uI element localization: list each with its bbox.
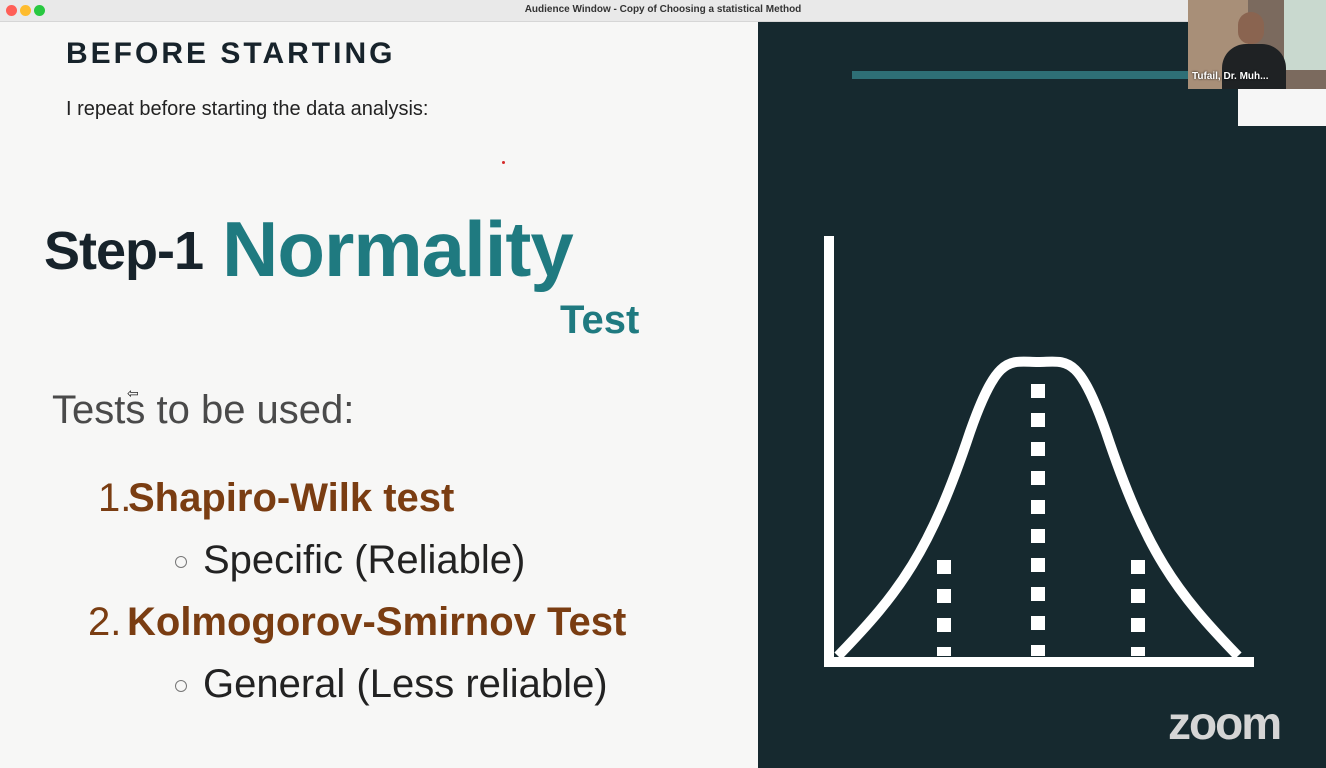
bullet-icon <box>175 680 187 692</box>
window-titlebar: Audience Window - Copy of Choosing a sta… <box>0 0 1326 22</box>
test-note: General (Less reliable) <box>203 662 608 706</box>
participant-avatar <box>1238 12 1264 44</box>
laser-pointer-dot <box>502 161 505 164</box>
maximize-window-button[interactable] <box>34 5 45 16</box>
close-window-button[interactable] <box>6 5 17 16</box>
video-tile-placeholder <box>1238 89 1326 126</box>
slide-heading: BEFORE STARTING <box>66 37 396 70</box>
zoom-logo: zoom <box>1168 697 1282 749</box>
participant-body <box>1222 44 1286 89</box>
cursor-icon: ⇦ <box>127 385 139 401</box>
test-note: Specific (Reliable) <box>203 538 526 582</box>
tests-label: Tests to be used: <box>52 388 355 432</box>
test-number: 2. <box>88 600 122 644</box>
step-suffix: Test <box>560 298 640 342</box>
step-title: Normality <box>222 205 574 293</box>
slide-content-panel <box>0 22 758 768</box>
step-label: Step-1 <box>44 221 204 281</box>
test-name: Kolmogorov-Smirnov Test <box>127 600 627 644</box>
normal-distribution-graphic <box>824 236 1254 667</box>
video-background <box>1284 0 1326 70</box>
decorative-bar <box>852 71 1192 79</box>
minimize-window-button[interactable] <box>20 5 31 16</box>
slide-subtext: I repeat before starting the data analys… <box>66 98 429 120</box>
participant-video-tile[interactable]: Tufail, Dr. Muh... <box>1188 0 1326 89</box>
participant-name: Tufail, Dr. Muh... <box>1192 71 1269 82</box>
test-name: Shapiro-Wilk test <box>128 476 455 520</box>
test-number: 1. <box>98 476 132 520</box>
window-title: Audience Window - Copy of Choosing a sta… <box>524 4 802 15</box>
bullet-icon <box>175 556 187 568</box>
